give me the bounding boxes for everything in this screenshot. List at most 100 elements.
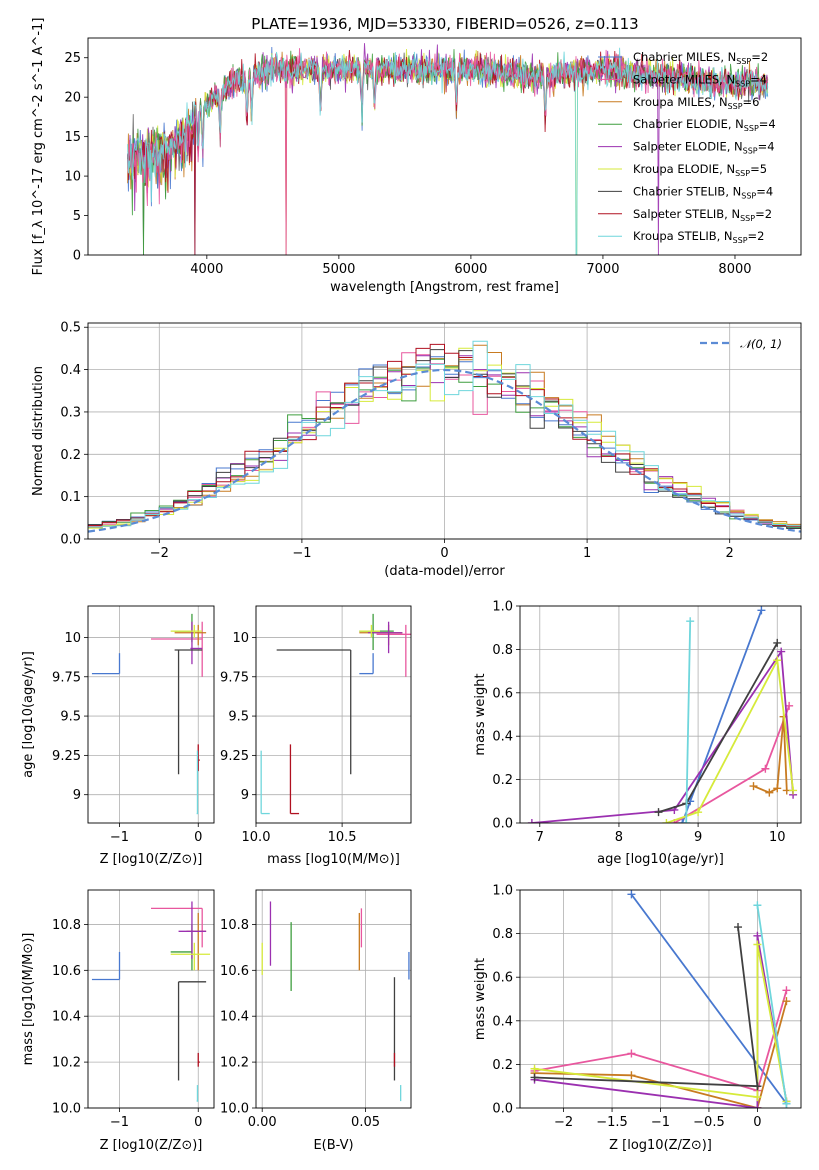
hist-step-8 (88, 340, 801, 528)
legend-subscript: SSP (735, 169, 750, 178)
weight-marker (782, 986, 791, 995)
y-tick-label: 9.25 (52, 749, 81, 764)
plot-area (91, 613, 207, 815)
errorbar-point (178, 901, 207, 959)
axis-frame (255, 889, 412, 1109)
legend-value: =6 (743, 95, 760, 109)
y-axis-label: Flux [f_λ 10^-17 erg cm^-2 s^-1 A^-1] (31, 18, 46, 276)
weight-marker (773, 656, 782, 665)
errorbar-point (174, 624, 207, 646)
weight-marker (753, 1082, 762, 1091)
y-tick-label: 0.0 (492, 1102, 513, 1117)
legend-subscript: SSP (741, 191, 756, 200)
errorbar-point (376, 624, 411, 677)
x-tick-label: −2 (150, 546, 169, 561)
spectrum-legend: Chabrier MILES, NSSP=2 Salpeter MILES, NS… (598, 50, 776, 245)
y-tick-label: 9 (241, 788, 249, 803)
errorbar-point (359, 624, 380, 638)
weight-marker (753, 1104, 762, 1108)
weight-line-4 (531, 648, 794, 823)
errorbar-point (186, 912, 207, 971)
y-axis-label: mass [log10(M/M⊙)] (21, 933, 36, 1066)
axes-weight_vs_Z: −2 −1.5 −1 −0.5 0 0.0 0.2 0.4 0.6 0.8 1.0 Z [log10(… (473, 884, 802, 1153)
weight-marker (627, 1071, 636, 1080)
weight-marker (761, 764, 770, 773)
y-tick-label: 10.6 (220, 964, 249, 979)
errorbar-point (91, 951, 121, 981)
errorbar-point (151, 907, 203, 948)
x-axis-label: wavelength [Angstrom, rest frame] (330, 280, 559, 295)
y-tick-label: 9.5 (228, 710, 249, 725)
errorbar-point (190, 621, 203, 665)
y-tick-label: 10.4 (220, 1010, 249, 1025)
y-tick-label: 10.2 (52, 1056, 81, 1071)
weight-marker (773, 784, 782, 793)
y-axis-label: mass weight (473, 958, 488, 1040)
weight-line-5 (666, 657, 794, 823)
errorbar-point (197, 744, 200, 772)
weight-marker (678, 819, 687, 823)
y-tick-label: 9 (73, 788, 81, 803)
legend-entry: Chabrier STELIB, NSSP=4 (633, 184, 773, 200)
legend-subscript: SSP (740, 214, 755, 223)
normal-curve (88, 368, 801, 533)
x-tick-label: 2 (726, 546, 734, 561)
weight-line-5 (534, 944, 788, 1102)
y-tick-label: 10.8 (220, 918, 249, 933)
legend-subscript: SSP (736, 57, 751, 66)
y-axis-label: mass weight (473, 673, 488, 755)
axes-spectrum: 4000 5000 6000 7000 8000 0 5 10 15 20 25 wavelength… (31, 18, 802, 295)
y-axis-label: Normed distribution (31, 366, 46, 496)
axes-age_vs_Z: −1 0 9 9.25 9.5 9.75 10 Z [log10(Z/Z⊙)] age [log… (21, 605, 215, 867)
axis-frame (87, 605, 215, 824)
legend-entry: 𝒩(0, 1) (740, 337, 782, 351)
y-tick-label: 10 (64, 170, 81, 185)
errorbar-point (170, 942, 211, 971)
legend-value: =2 (755, 207, 772, 221)
plot-area (127, 43, 769, 255)
x-tick-label: 9 (694, 830, 702, 845)
y-tick-label: 1.0 (492, 884, 513, 899)
errorbar-point (170, 624, 203, 638)
plot-area (527, 606, 798, 823)
axes-layer: 4000 5000 6000 7000 80000510152025wavelength… (21, 18, 802, 1153)
x-axis-label: (data-model)/error (384, 564, 505, 579)
y-tick-label: 1.0 (492, 600, 513, 615)
legend-subscript: SSP (744, 124, 759, 133)
weight-line-0 (630, 893, 788, 1105)
legend-subscript: SSP (733, 236, 748, 245)
weight-marker (782, 1099, 791, 1108)
plot-area (91, 901, 211, 1102)
weight-marker (749, 782, 758, 791)
x-axis-label: E(B-V) (313, 1138, 353, 1153)
y-tick-label: 5 (73, 209, 81, 224)
y-tick-label: 0.0 (492, 817, 513, 832)
x-tick-label: −1 (292, 546, 311, 561)
x-tick-label: 4000 (190, 262, 223, 277)
weight-line-6 (534, 926, 759, 1088)
weight-line-8 (756, 905, 788, 1104)
weight-marker (682, 819, 691, 823)
x-tick-label: −0.5 (693, 1115, 725, 1130)
y-tick-label: 15 (64, 130, 81, 145)
y-tick-label: 9.25 (220, 749, 249, 764)
y-tick-label: 0.4 (492, 1014, 513, 1029)
y-tick-label: 10 (64, 631, 81, 646)
figure-title: PLATE=1936, MJD=53330, FIBERID=0526, z=0… (251, 15, 638, 33)
weight-marker (765, 788, 774, 797)
weight-marker (753, 931, 762, 940)
y-tick-label: 0.8 (492, 927, 513, 942)
legend-value: =4 (756, 184, 773, 198)
spectrum-line-8 (127, 47, 769, 255)
x-tick-label: −1 (110, 830, 129, 845)
legend-subscript: SSP (735, 79, 750, 88)
x-tick-label: 6000 (454, 262, 487, 277)
x-tick-label: 7000 (586, 262, 619, 277)
weight-marker (777, 647, 786, 656)
x-tick-label: 8 (615, 830, 623, 845)
errorbar-point (276, 649, 352, 775)
x-tick-label: 0 (194, 1115, 202, 1130)
y-tick-label: 0.2 (492, 1058, 513, 1073)
axes-age_vs_mass: 10.0 10.5 9 9.25 9.5 9.75 10 mass [log10(M/M⊙)] (220, 605, 412, 867)
axes-residuals: −2 −1 0 1 2 0.0 0.1 0.2 0.3 0.4 0.5 (data-model)/er… (31, 321, 802, 579)
